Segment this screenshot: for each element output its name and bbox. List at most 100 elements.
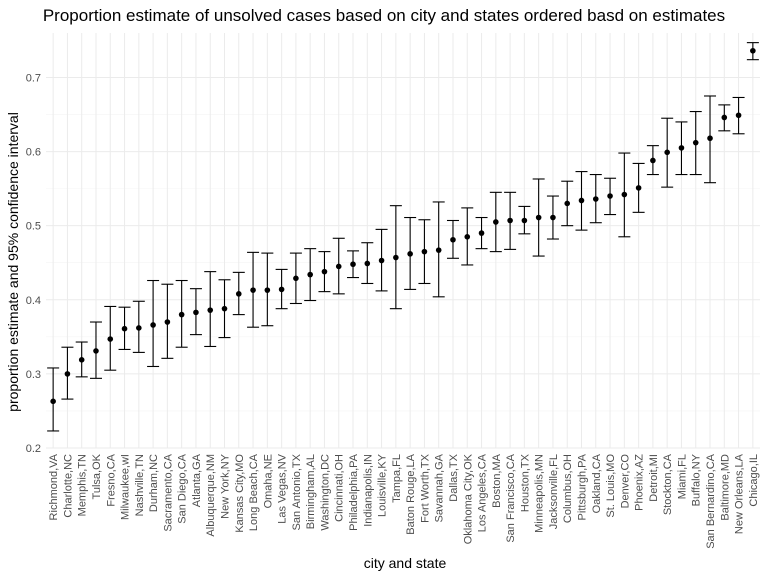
- data-point: [621, 191, 628, 198]
- x-tick-label: Stockton,CA: [662, 453, 674, 515]
- y-axis-title: proportion estimate and 95% confidence i…: [5, 112, 21, 412]
- data-point: [592, 196, 599, 202]
- x-tick-label: Fort Worth,TX: [419, 453, 431, 523]
- data-point: [435, 247, 442, 253]
- data-point: [64, 371, 71, 377]
- data-point: [93, 348, 99, 354]
- x-tick-label: Nashville,TN: [134, 454, 146, 516]
- data-point: [407, 251, 413, 257]
- x-tick-label: Richmond,VA: [48, 453, 60, 520]
- data-point: [207, 307, 214, 313]
- data-point: [78, 357, 85, 363]
- x-tick-label: Washington,DC: [319, 454, 331, 531]
- x-tick-label: Philadelphia,PA: [348, 453, 360, 531]
- x-tick-label: Denver,CO: [619, 454, 631, 509]
- y-tick-label: 0.2: [26, 443, 41, 455]
- x-tick-label: Jacksonville,FL: [548, 454, 560, 529]
- data-point: [535, 214, 542, 221]
- x-tick-label: Durham,NC: [148, 454, 160, 512]
- y-tick-label: 0.3: [26, 369, 41, 381]
- y-axis-ticks: 0.2 0.3 0.4 0.5 0.6 0.7: [26, 72, 41, 455]
- x-tick-label: Tampa,FL: [391, 454, 403, 503]
- x-tick-label: Baton Rouge,LA: [405, 453, 417, 534]
- data-point: [107, 336, 114, 342]
- x-tick-label: Atlanta,GA: [191, 453, 203, 507]
- x-tick-label: San Bernardino,CA: [705, 453, 717, 548]
- data-point: [150, 322, 156, 328]
- x-tick-label: Baltimore,MD: [719, 454, 731, 521]
- x-tick-label: Milwaukee,wI: [120, 454, 132, 520]
- data-point: [178, 311, 185, 318]
- data-point: [735, 112, 742, 119]
- x-tick-label: Miami,FL: [676, 454, 688, 499]
- data-point: [721, 114, 728, 121]
- data-point: [493, 219, 499, 225]
- x-tick-label: Fresno,CA: [105, 453, 117, 506]
- x-tick-label: San Francisco,CA: [505, 453, 517, 542]
- x-tick-label: San Antonio,TX: [291, 453, 303, 530]
- data-point: [136, 325, 142, 331]
- data-point: [307, 271, 313, 278]
- x-tick-label: Louisville,KY: [377, 453, 389, 517]
- data-point: [664, 149, 670, 156]
- x-tick-label: Buffalo,NY: [691, 453, 703, 506]
- data-point: [293, 275, 299, 282]
- y-tick-label: 0.7: [26, 72, 41, 84]
- x-tick-label: San Diego,CA: [177, 453, 189, 523]
- data-point: [193, 309, 199, 316]
- data-point: [350, 261, 356, 268]
- data-point: [221, 305, 228, 312]
- data-point: [121, 325, 128, 332]
- x-tick-label: Birmingham,AL: [305, 454, 317, 529]
- chart-title: Proportion estimate of unsolved cases ba…: [43, 6, 725, 25]
- x-tick-label: Chicago,IL: [748, 454, 760, 507]
- data-point: [235, 291, 242, 297]
- data-point: [378, 257, 385, 264]
- data-point: [450, 236, 456, 243]
- x-tick-label: Cincinnati,OH: [334, 454, 346, 522]
- data-point: [250, 287, 256, 293]
- x-tick-label: Charlotte,NC: [62, 454, 74, 518]
- y-tick-label: 0.4: [26, 295, 41, 307]
- x-tick-label: Houston,TX: [519, 453, 531, 512]
- x-tick-label: Kansas City,MO: [234, 454, 246, 533]
- data-point: [707, 135, 713, 142]
- data-point: [321, 268, 328, 275]
- x-tick-label: Savannah,GA: [434, 453, 446, 522]
- x-tick-label: Dallas,TX: [448, 453, 460, 501]
- x-tick-label: Sacramento,CA: [162, 453, 174, 531]
- x-tick-label: Las Vegas,NV: [277, 453, 289, 523]
- x-tick-label: New York,NY: [220, 453, 232, 518]
- data-point: [464, 233, 471, 240]
- y-tick-label: 0.6: [26, 147, 41, 159]
- data-point: [364, 260, 371, 267]
- x-tick-label: Phoenix,AZ: [634, 454, 646, 511]
- data-point: [607, 193, 613, 199]
- data-point: [421, 248, 428, 255]
- data-point: [564, 200, 571, 207]
- x-tick-label: Los Angeles,CA: [477, 453, 489, 532]
- error-bars: [47, 42, 759, 432]
- data-point: [750, 47, 756, 54]
- x-tick-label: Indianapolis,IN: [362, 454, 374, 527]
- data-points: [50, 47, 756, 405]
- x-tick-label: Boston,MA: [491, 453, 503, 507]
- data-point: [550, 214, 556, 221]
- x-axis-title: city and state: [364, 555, 447, 571]
- x-tick-label: Tulsa,OK: [91, 453, 103, 499]
- data-point: [507, 217, 513, 224]
- data-point: [264, 287, 271, 293]
- x-axis-ticks: Richmond,VA Charlotte,NC Memphis,TN Tulsa,O…: [48, 453, 760, 548]
- data-point: [335, 263, 342, 270]
- x-tick-label: Long Beach,CA: [248, 453, 260, 531]
- x-tick-label: Minneapolis,MN: [534, 454, 546, 533]
- data-point: [478, 230, 485, 236]
- y-tick-label: 0.5: [26, 221, 41, 233]
- x-tick-label: Pittsburgh,PA: [577, 453, 589, 520]
- data-point: [678, 145, 685, 151]
- data-point: [50, 398, 56, 405]
- x-tick-label: Omaha,NE: [262, 454, 274, 508]
- data-point: [393, 254, 399, 261]
- data-point: [164, 319, 171, 325]
